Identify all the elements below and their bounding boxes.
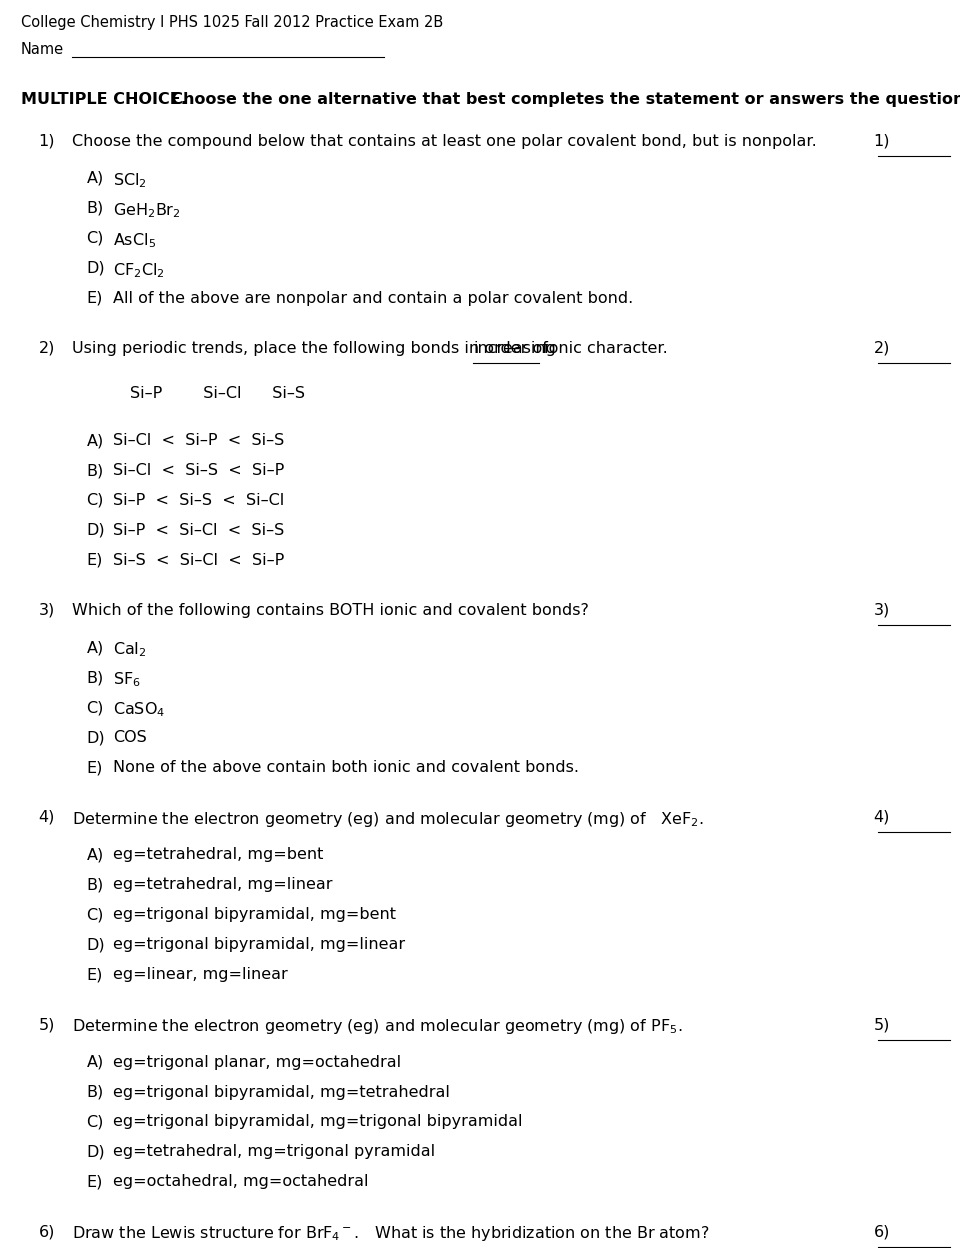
Text: Using periodic trends, place the following bonds in order of: Using periodic trends, place the followi… [72,341,553,356]
Text: 5): 5) [38,1017,55,1032]
Text: D): D) [86,730,105,745]
Text: COS: COS [113,730,147,745]
Text: B): B) [86,201,104,216]
Text: CF$_2$Cl$_2$: CF$_2$Cl$_2$ [113,261,165,280]
Text: D): D) [86,523,105,538]
Text: 5): 5) [874,1017,890,1032]
Text: E): E) [86,553,103,568]
Text: 4): 4) [874,810,890,825]
Text: CaI$_2$: CaI$_2$ [113,640,147,659]
Text: eg=octahedral, mg=octahedral: eg=octahedral, mg=octahedral [113,1174,369,1189]
Text: A): A) [86,433,104,448]
Text: 3): 3) [874,603,890,618]
Text: Si–Cl  <  Si–P  <  Si–S: Si–Cl < Si–P < Si–S [113,433,284,448]
Text: Draw the Lewis structure for BrF$_4$$^-$.   What is the hybridization on the Br : Draw the Lewis structure for BrF$_4$$^-$… [72,1224,709,1243]
Text: C): C) [86,493,104,508]
Text: 2): 2) [874,341,890,356]
Text: D): D) [86,1144,105,1159]
Text: 6): 6) [874,1224,890,1239]
Text: 6): 6) [38,1224,55,1239]
Text: D): D) [86,937,105,952]
Text: 1): 1) [38,134,55,149]
Text: eg=trigonal bipyramidal, mg=trigonal bipyramidal: eg=trigonal bipyramidal, mg=trigonal bip… [113,1114,523,1129]
Text: A): A) [86,847,104,862]
Text: B): B) [86,670,104,685]
Text: E): E) [86,291,103,306]
Text: eg=trigonal bipyramidal, mg=bent: eg=trigonal bipyramidal, mg=bent [113,907,396,922]
Text: A): A) [86,640,104,655]
Text: ionic character.: ionic character. [539,341,667,356]
Text: Determine the electron geometry (eg) and molecular geometry (mg) of   XeF$_2$.: Determine the electron geometry (eg) and… [72,810,704,829]
Text: CaSO$_4$: CaSO$_4$ [113,700,166,719]
Text: E): E) [86,760,103,775]
Text: C): C) [86,231,104,246]
Text: SF$_6$: SF$_6$ [113,670,141,689]
Text: Si–Cl  <  Si–S  <  Si–P: Si–Cl < Si–S < Si–P [113,463,284,478]
Text: College Chemistry I PHS 1025 Fall 2012 Practice Exam 2B: College Chemistry I PHS 1025 Fall 2012 P… [21,15,444,30]
Text: B): B) [86,463,104,478]
Text: eg=tetrahedral, mg=linear: eg=tetrahedral, mg=linear [113,877,333,892]
Text: Si–S  <  Si–Cl  <  Si–P: Si–S < Si–Cl < Si–P [113,553,284,568]
Text: AsCl$_5$: AsCl$_5$ [113,231,156,250]
Text: A): A) [86,1055,104,1070]
Text: Si–P        Si–Cl      Si–S: Si–P Si–Cl Si–S [130,386,304,401]
Text: None of the above contain both ionic and covalent bonds.: None of the above contain both ionic and… [113,760,579,775]
Text: B): B) [86,1085,104,1099]
Text: Which of the following contains BOTH ionic and covalent bonds?: Which of the following contains BOTH ion… [72,603,588,618]
Text: eg=tetrahedral, mg=trigonal pyramidal: eg=tetrahedral, mg=trigonal pyramidal [113,1144,436,1159]
Text: E): E) [86,1174,103,1189]
Text: 2): 2) [38,341,55,356]
Text: Determine the electron geometry (eg) and molecular geometry (mg) of PF$_5$.: Determine the electron geometry (eg) and… [72,1017,683,1036]
Text: All of the above are nonpolar and contain a polar covalent bond.: All of the above are nonpolar and contai… [113,291,634,306]
Text: Name: Name [21,42,64,57]
Text: Si–P  <  Si–S  <  Si–Cl: Si–P < Si–S < Si–Cl [113,493,284,508]
Text: 3): 3) [38,603,55,618]
Text: eg=trigonal bipyramidal, mg=tetrahedral: eg=trigonal bipyramidal, mg=tetrahedral [113,1085,450,1099]
Text: D): D) [86,261,105,276]
Text: C): C) [86,700,104,715]
Text: GeH$_2$Br$_2$: GeH$_2$Br$_2$ [113,201,181,220]
Text: eg=trigonal bipyramidal, mg=linear: eg=trigonal bipyramidal, mg=linear [113,937,405,952]
Text: MULTIPLE CHOICE.: MULTIPLE CHOICE. [21,92,187,107]
Text: E): E) [86,967,103,982]
Text: increasing: increasing [473,341,556,356]
Text: 4): 4) [38,810,55,825]
Text: SCl$_2$: SCl$_2$ [113,171,147,190]
Text: Si–P  <  Si–Cl  <  Si–S: Si–P < Si–Cl < Si–S [113,523,284,538]
Text: 1): 1) [874,134,890,149]
Text: A): A) [86,171,104,186]
Text: B): B) [86,877,104,892]
Text: eg=tetrahedral, mg=bent: eg=tetrahedral, mg=bent [113,847,324,862]
Text: Choose the one alternative that best completes the statement or answers the ques: Choose the one alternative that best com… [160,92,960,107]
Text: eg=trigonal planar, mg=octahedral: eg=trigonal planar, mg=octahedral [113,1055,401,1070]
Text: eg=linear, mg=linear: eg=linear, mg=linear [113,967,288,982]
Text: C): C) [86,1114,104,1129]
Text: Choose the compound below that contains at least one polar covalent bond, but is: Choose the compound below that contains … [72,134,817,149]
Text: C): C) [86,907,104,922]
